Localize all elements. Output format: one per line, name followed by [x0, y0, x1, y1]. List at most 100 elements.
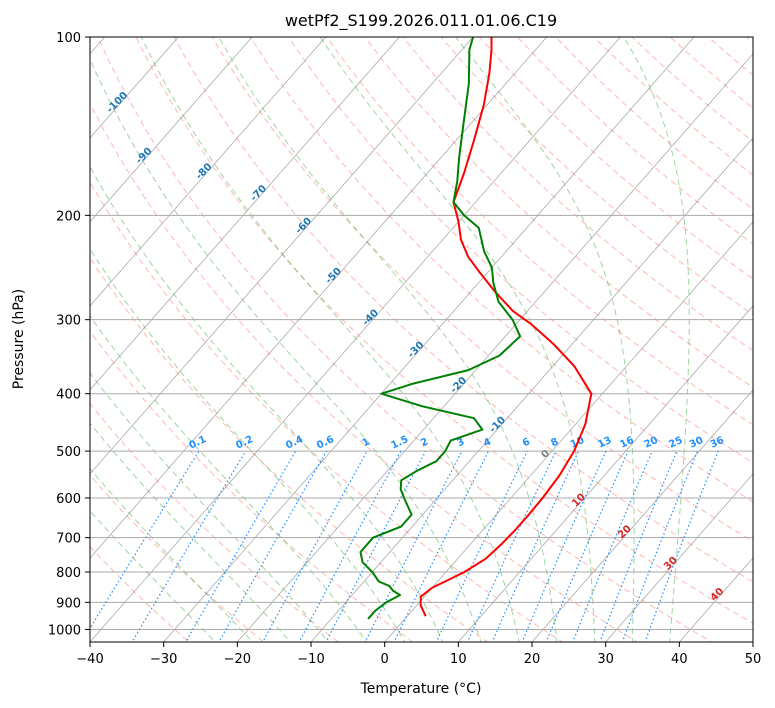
isotherm-label: -80 [194, 161, 215, 182]
y-axis-ticks: 100 200 300 400 500 600 700 800 900 1000 [48, 31, 90, 638]
mixing-ratio-label: 2 [419, 436, 430, 449]
x-axis-label: Temperature (°C) [360, 681, 482, 697]
x-tick-label: 40 [671, 652, 688, 667]
isotherm-line [90, 37, 474, 475]
y-tick-label: 200 [56, 209, 81, 224]
x-tick-label: 20 [524, 652, 541, 667]
mixing-ratio-label: 25 [667, 435, 684, 451]
moist-adiabat-line [140, 37, 520, 642]
isotherm-line [90, 37, 400, 391]
moist-adiabats [90, 37, 690, 642]
isotherm-line [310, 137, 753, 642]
y-tick-label: 800 [56, 566, 81, 581]
isotherm-label: 30 [662, 555, 680, 573]
isotherm-line [384, 221, 753, 642]
moist-adiabat-line [90, 422, 291, 642]
y-tick-label: 500 [56, 445, 81, 460]
isotherm-line [90, 37, 179, 139]
moist-adiabat-line [218, 37, 558, 642]
isotherm-label: -30 [406, 340, 427, 361]
mixing-ratio-label: 0.2 [234, 434, 255, 451]
chart-title: wetPf2_S199.2026.011.01.06.C19 [285, 11, 557, 31]
isotherm-line [163, 37, 695, 642]
mixing-ratio-line [466, 450, 557, 642]
moist-adiabat-line [90, 165, 444, 642]
x-tick-label: −40 [76, 652, 103, 667]
mixing-ratio-label: 36 [709, 435, 726, 451]
isotherm-label: -10 [488, 415, 509, 436]
moist-adiabat-line [90, 372, 329, 642]
dry-adiabat-line [90, 474, 265, 642]
mixing-ratio-label: 6 [521, 436, 532, 449]
isotherm-grid [90, 37, 753, 642]
isotherm-label: -50 [324, 266, 345, 287]
isotherm-label: -20 [449, 375, 470, 396]
temperature-profile-line [419, 37, 593, 617]
dry-adiabat-line [211, 37, 753, 542]
isotherm-line [90, 37, 327, 307]
mixing-ratio-line [435, 450, 528, 642]
moist-adiabat-line [90, 247, 406, 642]
mixing-ratio-line [298, 450, 402, 642]
isotherm-line [752, 641, 753, 642]
mixing-ratio-line [262, 450, 368, 642]
x-tick-label: 0 [381, 652, 389, 667]
y-tick-label: 100 [56, 31, 81, 46]
isotherm-label: 20 [616, 523, 634, 541]
isotherm-line [236, 53, 753, 642]
isotherm-label: -100 [105, 90, 131, 116]
moist-adiabat-line [90, 510, 216, 642]
moist-adiabat-line [319, 37, 596, 642]
isotherm-line [531, 389, 753, 642]
mixing-ratio-line [599, 450, 678, 642]
mixing-ratio-line [393, 450, 490, 642]
mixing-ratio-label: 4 [482, 436, 493, 449]
mixing-ratio-line [185, 450, 297, 642]
y-tick-label: 900 [56, 596, 81, 611]
moist-adiabat-line [623, 37, 690, 642]
mixing-ratio-line [325, 450, 427, 642]
mixing-ratio-line [572, 450, 653, 642]
mixing-ratio-label: 1.5 [389, 434, 410, 451]
mixing-ratio-line [621, 450, 699, 642]
moist-adiabat-line [90, 467, 254, 642]
isotherm-label: -70 [249, 183, 270, 204]
mixing-ratio-label: 20 [643, 435, 660, 451]
y-tick-label: 700 [56, 532, 81, 547]
isotherm-line [90, 37, 621, 642]
dry-adiabat-line [478, 37, 753, 280]
dry-adiabat-line [364, 37, 753, 388]
mixing-ratio-label: 16 [618, 435, 635, 451]
mixing-ratio-label: 3 [455, 436, 466, 449]
y-tick-label: 300 [56, 314, 81, 329]
dry-adiabat-line [288, 37, 753, 464]
isotherm-line [90, 37, 253, 223]
x-tick-label: 30 [597, 652, 614, 667]
mixing-ratio-line [218, 450, 328, 642]
dry-adiabat-line [90, 102, 638, 642]
plot-frame [89, 36, 754, 643]
dewpoint-profile-line [359, 37, 522, 620]
pressure-grid [90, 37, 753, 630]
x-axis-ticks: −40 −30 −20 −10 0 10 20 30 40 50 [76, 642, 761, 667]
dry-adiabat-line [173, 37, 753, 583]
dry-adiabat-line [593, 37, 753, 176]
x-tick-label: −20 [224, 652, 251, 667]
dry-adiabat-line [440, 37, 753, 316]
x-tick-label: 10 [450, 652, 467, 667]
x-tick-label: −30 [150, 652, 177, 667]
moist-adiabat-line [455, 37, 635, 642]
isotherm-line [605, 473, 753, 642]
isotherm-line [678, 557, 753, 642]
mixing-ratio-lines: 0.1 0.2 0.4 0.6 1 1.5 2 3 4 6 8 10 13 16 20 25 30 36 [90, 434, 726, 642]
mixing-ratio-line [131, 450, 247, 642]
moist-adiabat-line [90, 57, 482, 642]
mixing-ratio-label: 0.4 [284, 434, 305, 451]
mixing-ratio-label: 1 [361, 436, 372, 449]
mixing-ratio-label: 8 [549, 436, 560, 449]
mixing-ratio-label: 30 [688, 435, 705, 451]
dry-adiabats [90, 37, 753, 642]
dry-adiabat-line [97, 37, 713, 642]
dry-adiabat-line [402, 37, 753, 352]
